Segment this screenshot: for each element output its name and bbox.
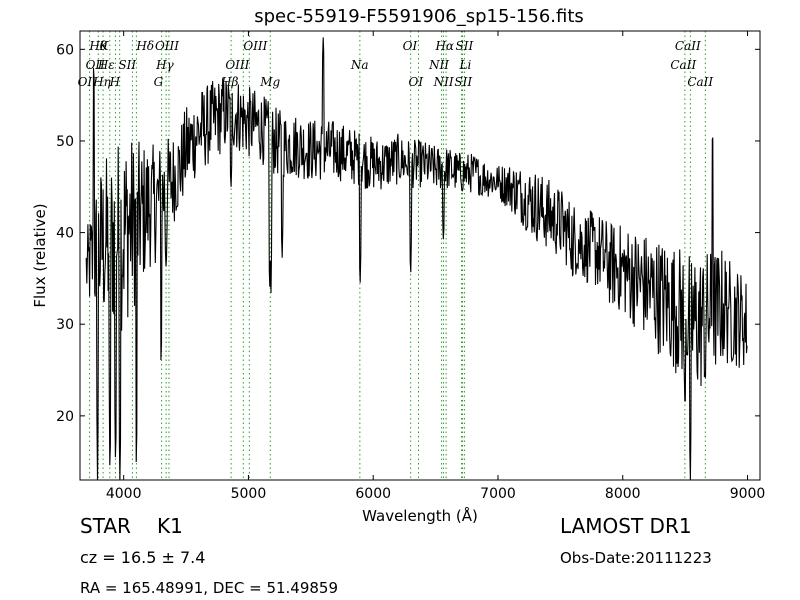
chart-title: spec-55919-F5591906_sp15-156.fits bbox=[254, 6, 584, 27]
y-tick-label: 30 bbox=[56, 317, 74, 333]
spectral-line-label: Hη bbox=[92, 75, 111, 89]
spectral-line-label: Hδ bbox=[135, 39, 154, 53]
x-axis-label: Wavelength (Å) bbox=[362, 506, 478, 525]
spectral-line-label: H bbox=[109, 75, 121, 89]
redshift-cz: cz = 16.5 ± 7.4 bbox=[80, 548, 206, 567]
spectral-line-label: Hα bbox=[434, 39, 454, 53]
y-tick-label: 20 bbox=[56, 409, 74, 425]
spectral-line-label: SII bbox=[456, 39, 474, 53]
spectral-line-label: Li bbox=[459, 58, 472, 72]
spectral-line-label: OI bbox=[78, 75, 93, 89]
spectral-line-label: NII bbox=[428, 58, 449, 72]
x-tick-label: 8000 bbox=[605, 486, 641, 502]
spectral-line-label: OII bbox=[86, 58, 106, 72]
spectral-line-label: Hβ bbox=[220, 75, 238, 89]
spectral-line-label: K bbox=[98, 39, 109, 53]
spectral-line-label: OIII bbox=[225, 58, 249, 72]
obs-date: Obs-Date:20111223 bbox=[560, 549, 712, 567]
x-tick-label: 4000 bbox=[106, 486, 142, 502]
y-axis-label: Flux (relative) bbox=[31, 203, 49, 307]
spectral-line-label: CaII bbox=[675, 39, 701, 53]
spectral-line-label: Mg bbox=[259, 75, 280, 89]
spectral-line-label: CaII bbox=[687, 75, 713, 89]
spectral-line-label: Hγ bbox=[155, 58, 174, 72]
spectrum-group bbox=[85, 37, 748, 480]
spectral-line-label: Hε bbox=[97, 58, 115, 72]
object-class: STAR bbox=[80, 514, 131, 538]
x-tick-label: 9000 bbox=[730, 486, 766, 502]
spectral-line-label: OIII bbox=[243, 39, 267, 53]
spectral-line-label: OIII bbox=[155, 39, 179, 53]
x-tick-label: 6000 bbox=[355, 486, 391, 502]
y-tick-label: 40 bbox=[56, 226, 74, 242]
x-tick-label: 7000 bbox=[480, 486, 516, 502]
y-tick-label: 50 bbox=[56, 134, 74, 150]
y-tick-label: 60 bbox=[56, 42, 74, 58]
spectral-line-label: Na bbox=[350, 58, 369, 72]
plot-frame bbox=[79, 30, 761, 481]
survey-name: LAMOST DR1 bbox=[560, 514, 692, 538]
spectral-line-label: SII bbox=[454, 75, 472, 89]
spectral-line-label: OI bbox=[403, 39, 418, 53]
x-tick-label: 5000 bbox=[231, 486, 267, 502]
object-subclass: K1 bbox=[157, 514, 183, 538]
spectral-line-label: SII bbox=[118, 58, 136, 72]
spectral-line-label: CaII bbox=[670, 58, 696, 72]
spectrum-line bbox=[85, 37, 748, 480]
spectral-line-label: Hθ bbox=[88, 39, 107, 53]
spectral-line-label: G bbox=[154, 75, 164, 89]
plot-area bbox=[80, 31, 760, 480]
coordinates: RA = 165.48991, DEC = 51.49859 bbox=[80, 579, 339, 597]
spectral-line-label: OI bbox=[409, 75, 424, 89]
spectral-line-label: NII bbox=[433, 75, 454, 89]
